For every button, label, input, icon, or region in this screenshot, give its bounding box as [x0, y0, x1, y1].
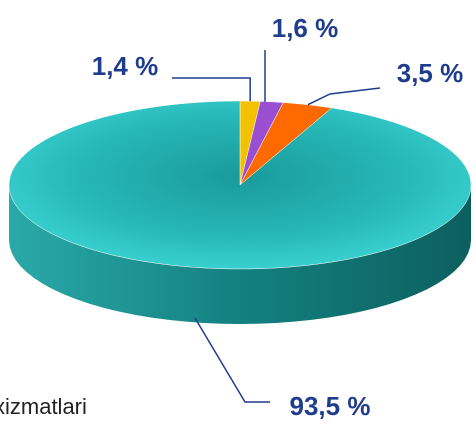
data-label: 1,4 % — [92, 51, 159, 81]
slice — [8, 100, 472, 270]
annotation: xizmatlari — [0, 394, 87, 419]
slice-side — [9, 185, 471, 324]
leader-line — [194, 317, 270, 403]
data-label: 1,6 % — [272, 13, 339, 43]
leader-line — [307, 87, 381, 106]
leader-line — [172, 77, 251, 102]
data-label: 3,5 % — [397, 58, 464, 88]
data-label: 93,5 % — [290, 391, 371, 421]
